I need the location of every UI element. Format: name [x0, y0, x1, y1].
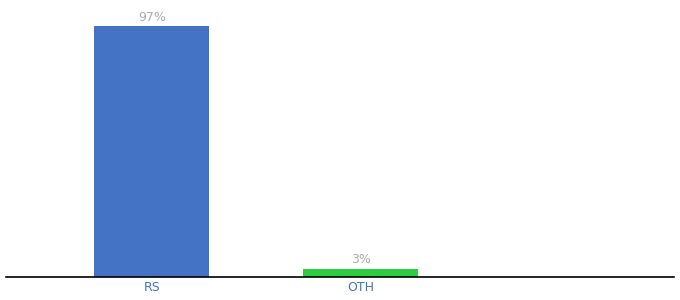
Text: 97%: 97% [138, 11, 166, 24]
Bar [95, 26, 209, 277]
Text: 3%: 3% [351, 253, 371, 266]
Bar [303, 269, 418, 277]
